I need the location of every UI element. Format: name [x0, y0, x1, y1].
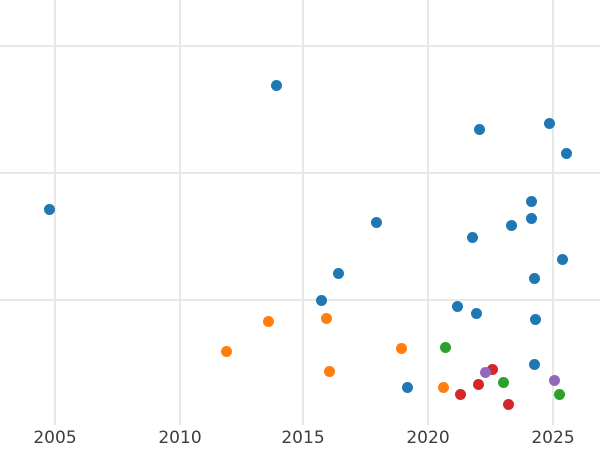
x-tick-label: 2010 [158, 428, 202, 448]
x-tick-label: 2025 [531, 428, 575, 448]
gridline-vertical [427, 0, 429, 425]
data-point-blue [401, 381, 413, 393]
data-point-blue [470, 307, 482, 319]
data-point-blue [560, 147, 572, 159]
data-point-green [553, 388, 565, 400]
data-point-blue [451, 300, 463, 312]
data-point-purple [548, 374, 560, 386]
data-point-blue [473, 123, 485, 135]
data-point-blue [270, 79, 282, 91]
gridline-vertical [552, 0, 554, 425]
data-point-red [454, 388, 466, 400]
data-point-blue [505, 219, 517, 231]
gridline-horizontal [0, 45, 600, 47]
gridline-vertical [54, 0, 56, 425]
data-point-green [497, 376, 509, 388]
data-point-blue [315, 294, 327, 306]
gridline-horizontal [0, 299, 600, 301]
data-point-blue [528, 358, 540, 370]
data-point-blue [525, 212, 537, 224]
data-point-green [439, 341, 451, 353]
data-point-blue [525, 195, 537, 207]
data-point-orange [262, 315, 274, 327]
data-point-orange [323, 365, 335, 377]
data-point-blue [529, 313, 541, 325]
data-point-blue [370, 216, 382, 228]
data-point-blue [466, 231, 478, 243]
data-point-red [486, 363, 498, 375]
data-point-red [472, 378, 484, 390]
gridline-vertical [179, 0, 181, 425]
data-point-blue [528, 272, 540, 284]
gridline-horizontal [0, 172, 600, 174]
data-point-blue [556, 253, 568, 265]
data-point-red [502, 398, 514, 410]
data-point-orange [220, 345, 232, 357]
data-point-blue [43, 203, 55, 215]
data-point-orange [437, 381, 449, 393]
x-tick-label: 2020 [406, 428, 450, 448]
data-point-orange [395, 342, 407, 354]
data-point-orange [320, 312, 332, 324]
data-point-blue [332, 267, 344, 279]
gridline-vertical [302, 0, 304, 425]
data-point-blue [543, 117, 555, 129]
x-tick-label: 2005 [33, 428, 77, 448]
x-tick-label: 2015 [281, 428, 325, 448]
data-point-purple [479, 366, 491, 378]
